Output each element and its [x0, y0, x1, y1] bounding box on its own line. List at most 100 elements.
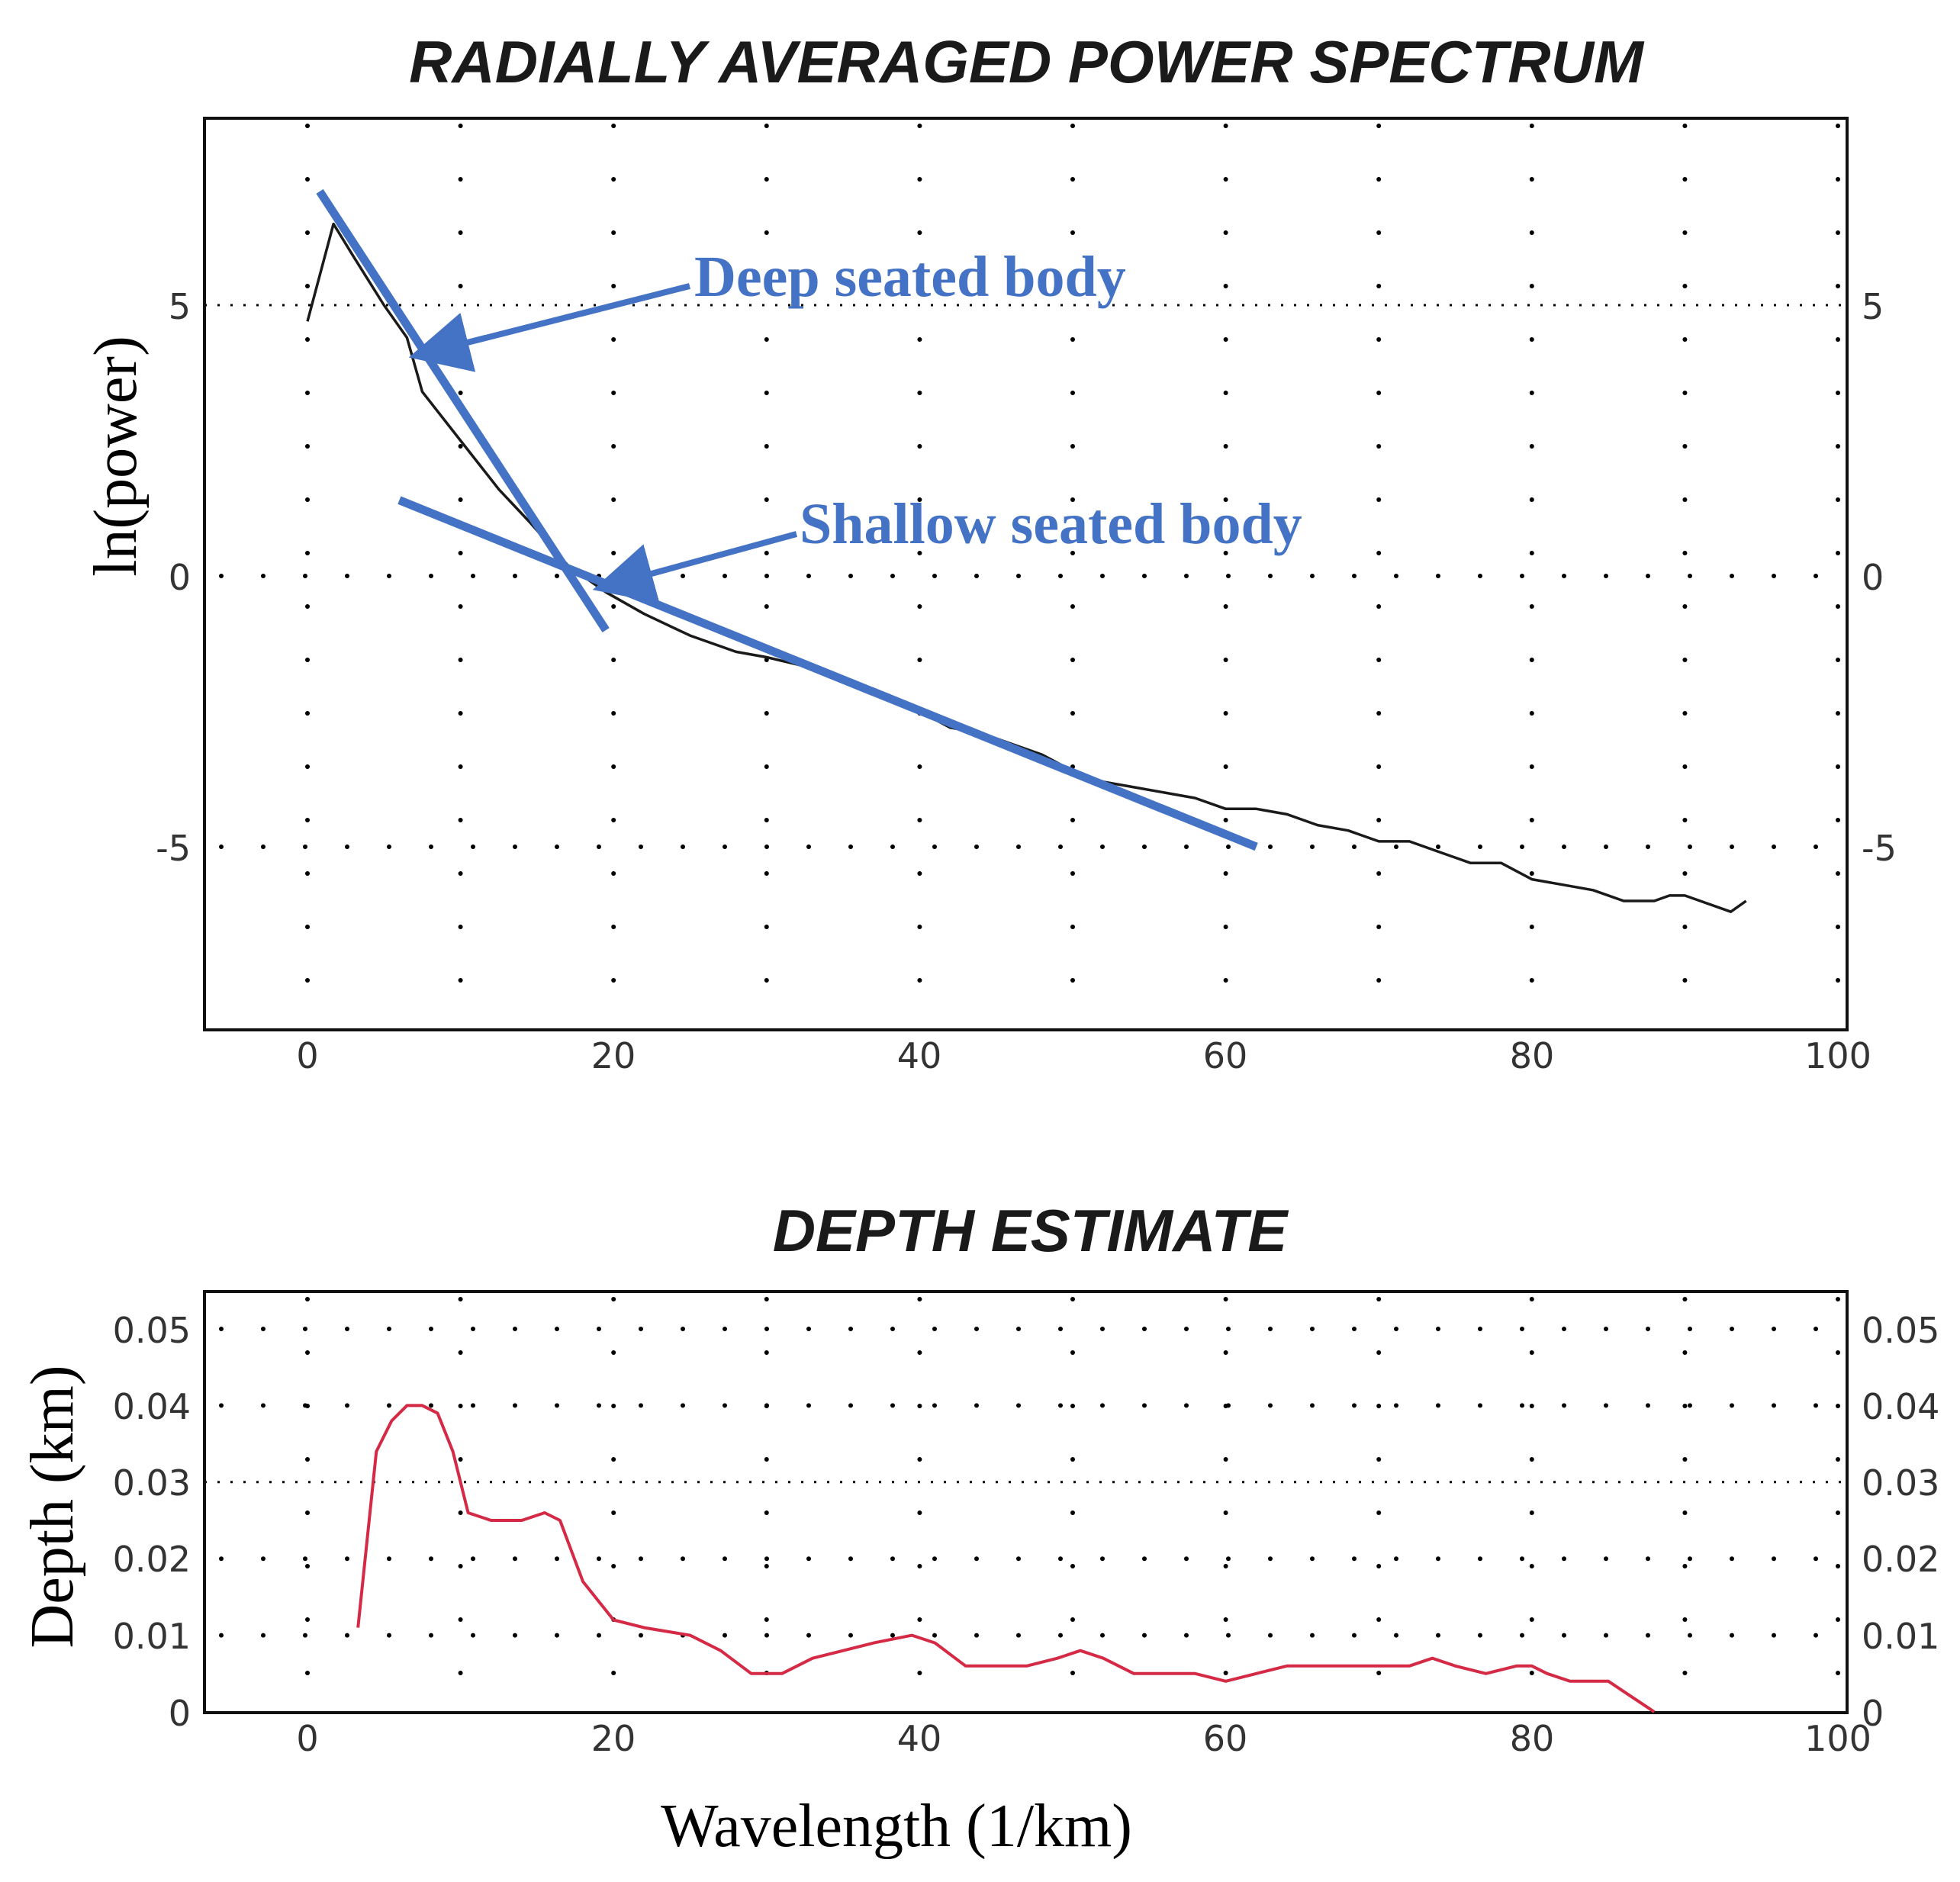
grid-dot	[1682, 177, 1688, 182]
grid-dot	[1682, 818, 1688, 822]
grid-dot	[597, 1633, 601, 1638]
grid-dot	[1268, 574, 1273, 578]
grid-dot	[1070, 551, 1075, 555]
grid-dot	[597, 1403, 601, 1408]
grid-dot	[764, 844, 769, 849]
grid-dot	[1562, 844, 1566, 849]
grid-dot	[764, 497, 769, 502]
grid-dot	[1376, 444, 1382, 449]
grid-dot	[1394, 1556, 1398, 1562]
grid-dot	[932, 1556, 937, 1562]
grid-dot	[261, 844, 266, 849]
grid-dot	[1836, 1510, 1840, 1515]
grid-dot	[1268, 844, 1273, 849]
y-tick-label: 0	[169, 1693, 191, 1734]
grid-dot	[305, 1564, 310, 1568]
grid-dot	[305, 1671, 310, 1675]
grid-dot	[611, 978, 616, 983]
x-tick-label: 100	[1804, 1718, 1871, 1759]
grid-dot	[1070, 497, 1075, 502]
grid-dot	[917, 284, 922, 288]
grid-dot	[1562, 1556, 1566, 1562]
grid-dot	[1223, 871, 1228, 876]
grid-dot	[387, 574, 391, 578]
grid-dot	[932, 844, 937, 849]
grid-dot	[1529, 1404, 1534, 1408]
deep-seated-body-label: Deep seated body	[694, 245, 1126, 309]
grid-dot	[1730, 1556, 1734, 1562]
grid-dot	[1226, 844, 1231, 849]
grid-dot	[764, 1350, 769, 1355]
grid-dot	[1436, 844, 1440, 849]
grid-dot	[1814, 1403, 1818, 1408]
grid-dot	[764, 604, 769, 609]
grid-dot	[1836, 337, 1840, 342]
x-tick-label: 20	[591, 1718, 636, 1759]
grid-dot	[639, 844, 643, 849]
grid-dot	[1529, 764, 1534, 769]
grid-dot	[1223, 391, 1228, 395]
grid-dot	[471, 1403, 475, 1408]
grid-dot	[1529, 497, 1534, 502]
grid-dot	[611, 871, 616, 876]
grid-dot	[1394, 1327, 1398, 1331]
grid-dot	[1223, 1350, 1228, 1355]
grid-dot	[1562, 574, 1566, 578]
grid-dot	[1682, 1564, 1688, 1568]
grid-dot	[1226, 1403, 1231, 1408]
grid-dot	[1376, 1350, 1382, 1355]
grid-dot	[1529, 124, 1534, 128]
grid-dot	[345, 1556, 349, 1562]
grid-dot	[1352, 1327, 1357, 1331]
grid-dot	[1836, 444, 1840, 449]
grid-dot	[611, 818, 616, 822]
grid-dot	[1730, 574, 1734, 578]
grid-dot	[303, 1327, 307, 1331]
grid-dot	[387, 1403, 391, 1408]
grid-dot	[1058, 1556, 1063, 1562]
grid-dot	[611, 124, 616, 128]
grid-dot	[471, 1327, 475, 1331]
grid-dot	[1814, 1556, 1818, 1562]
grid-dot	[611, 764, 616, 769]
grid-dot	[471, 1556, 475, 1562]
grid-dot	[1310, 1327, 1315, 1331]
grid-dot	[1529, 711, 1534, 716]
grid-dot	[917, 978, 922, 983]
grid-dot	[1682, 764, 1688, 769]
grid-dot	[303, 844, 307, 849]
grid-dot	[1682, 391, 1688, 395]
grid-dot	[1223, 978, 1228, 983]
grid-dot	[723, 1633, 727, 1638]
deep-seated-body-arrow	[408, 283, 690, 372]
grid-dot	[1836, 284, 1840, 288]
grid-dot	[1682, 1404, 1688, 1408]
grid-dot	[1223, 497, 1228, 502]
grid-dot	[932, 1633, 937, 1638]
grid-dot	[345, 1633, 349, 1638]
grid-dot	[305, 711, 310, 716]
grid-dot	[1142, 844, 1147, 849]
grid-dot	[305, 818, 310, 822]
grid-dot	[611, 925, 616, 929]
grid-dot	[305, 604, 310, 609]
power-spectrum-chart: RADIALLY AVERAGED POWER SPECTRUM ln(powe…	[82, 28, 1897, 1076]
depth-estimate-plot-frame	[203, 1290, 1849, 1714]
grid-dot	[1376, 177, 1382, 182]
grid-dot	[471, 574, 475, 578]
grid-dot	[1394, 1403, 1398, 1408]
grid-dot	[1772, 1327, 1776, 1331]
grid-dot	[1682, 871, 1688, 876]
grid-dot	[1836, 497, 1840, 502]
depth-estimate-title: DEPTH ESTIMATE	[773, 1197, 1289, 1264]
grid-dot	[806, 844, 811, 849]
grid-dot	[1772, 1633, 1776, 1638]
y-tick-label: 0.01	[1862, 1616, 1939, 1657]
grid-dot	[1478, 844, 1482, 849]
grid-dot	[1376, 658, 1382, 662]
grid-dot	[1478, 1403, 1482, 1408]
grid-dot	[1070, 177, 1075, 182]
grid-dot	[764, 764, 769, 769]
grid-dot	[611, 1457, 616, 1462]
grid-dot	[1730, 844, 1734, 849]
